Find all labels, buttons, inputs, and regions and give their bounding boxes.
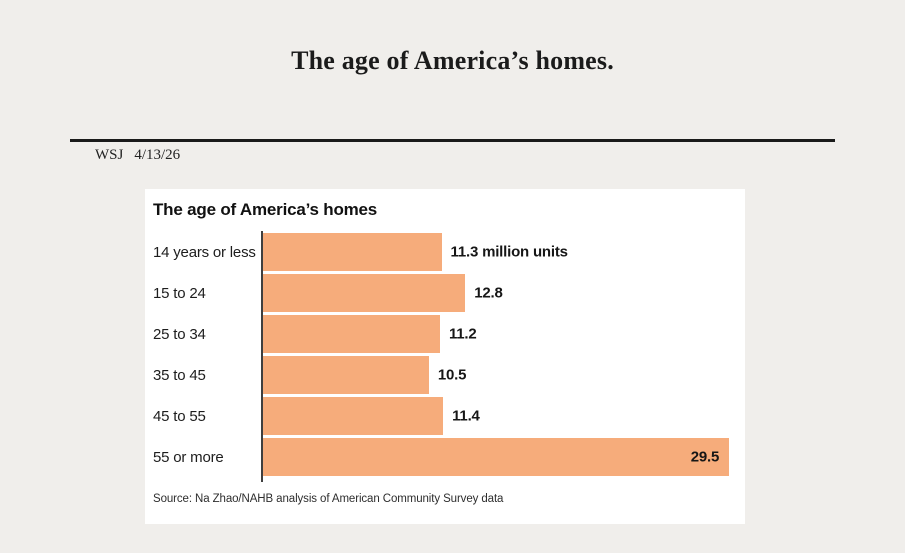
value-label: 10.5 bbox=[437, 366, 467, 384]
source-note: Source: Na Zhao/NAHB analysis of America… bbox=[153, 493, 504, 505]
value-label: 29.5 bbox=[690, 448, 720, 466]
chart-plot-area: 14 years or less 11.3 million units 15 t… bbox=[153, 231, 737, 482]
publication-label: WSJ bbox=[95, 147, 124, 163]
bar: 11.3 million units bbox=[263, 233, 568, 271]
chart-row: 25 to 34 11.2 bbox=[153, 315, 737, 353]
bar-track: 12.8 bbox=[261, 274, 737, 312]
header-rule bbox=[70, 139, 835, 142]
bar: 11.4 bbox=[263, 397, 480, 435]
category-label: 45 to 55 bbox=[153, 407, 206, 425]
bar-track: 29.5 bbox=[261, 438, 737, 476]
category-label: 25 to 34 bbox=[153, 325, 206, 343]
category-label: 14 years or less bbox=[153, 243, 256, 261]
value-label: 12.8 bbox=[474, 284, 503, 302]
value-label: 11.4 bbox=[452, 407, 480, 425]
bar: 12.8 bbox=[263, 274, 503, 312]
page-title: The age of America’s homes. bbox=[291, 46, 614, 75]
page: { "page": { "background": "#F0EEEB" }, "… bbox=[0, 46, 905, 553]
y-axis-line bbox=[261, 231, 263, 482]
category-label: 15 to 24 bbox=[153, 284, 206, 302]
category-label: 35 to 45 bbox=[153, 366, 206, 384]
bar-track: 11.4 bbox=[261, 397, 737, 435]
bar-track: 10.5 bbox=[261, 356, 737, 394]
bar-track: 11.2 bbox=[261, 315, 737, 353]
bar: 10.5 bbox=[263, 356, 466, 394]
chart-row: 15 to 24 12.8 bbox=[153, 274, 737, 312]
chart-panel: The age of America’s homes 14 years or l… bbox=[145, 189, 745, 524]
bar: 11.2 bbox=[263, 315, 477, 353]
value-label: 11.2 bbox=[448, 325, 477, 343]
bar: 29.5 bbox=[263, 438, 730, 476]
chart-row: 45 to 55 11.4 bbox=[153, 397, 737, 435]
chart-row: 55 or more 29.5 bbox=[153, 438, 737, 476]
byline: WSJ 4/13/26 bbox=[95, 147, 180, 164]
chart-row: 14 years or less 11.3 million units bbox=[153, 233, 737, 271]
bar-track: 11.3 million units bbox=[261, 233, 737, 271]
date-label: 4/13/26 bbox=[134, 147, 181, 163]
category-label: 55 or more bbox=[153, 448, 224, 466]
chart-row: 35 to 45 10.5 bbox=[153, 356, 737, 394]
chart-title: The age of America’s homes bbox=[153, 200, 378, 219]
value-label: 11.3 million units bbox=[450, 243, 568, 261]
